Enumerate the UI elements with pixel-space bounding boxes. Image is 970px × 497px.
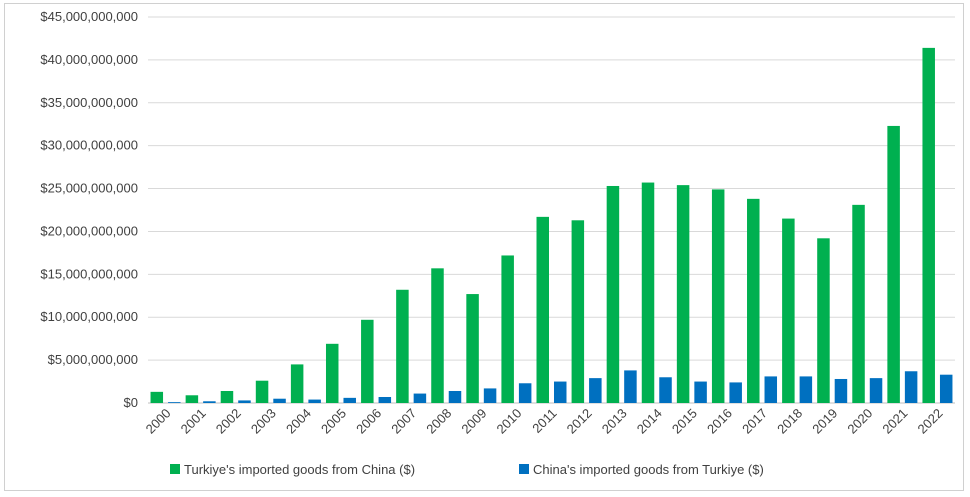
y-tick-label: $0 <box>124 395 138 410</box>
bar-china-imports-2013 <box>624 370 637 403</box>
bar-china-imports-2000 <box>168 402 181 403</box>
bar-turkiye-imports-2007 <box>396 289 409 403</box>
y-tick-label: $25,000,000,000 <box>40 181 138 196</box>
bar-china-imports-2016 <box>729 382 742 403</box>
bar-china-imports-2006 <box>378 396 392 403</box>
bar-china-imports-2001 <box>203 401 216 403</box>
bar-turkiye-imports-2013 <box>606 185 620 403</box>
y-tick-label: $10,000,000,000 <box>40 309 138 324</box>
bar-china-imports-2020 <box>869 378 883 403</box>
bar-turkiye-imports-2002 <box>220 390 234 403</box>
x-tick-label: 2022 <box>915 406 946 437</box>
bar-turkiye-imports-2016 <box>711 189 725 403</box>
bar-turkiye-imports-2000 <box>150 391 164 403</box>
y-tick-label: $5,000,000,000 <box>48 352 138 367</box>
bar-turkiye-imports-2006 <box>361 319 374 403</box>
x-tick-label: 2001 <box>178 406 209 437</box>
bar-turkiye-imports-2015 <box>676 185 690 403</box>
bar-turkiye-imports-2014 <box>641 182 655 403</box>
x-axis-tick-labels: 2000 2001 2002 2003 2004 2005 2006 2007 2008 2009… <box>143 406 946 437</box>
x-tick-label: 2010 <box>493 406 524 437</box>
y-axis-tick-labels: $0 $5,000,000,000 $10,000,000,000 $15,000,0… <box>40 9 138 410</box>
y-tick-label: $15,000,000,000 <box>40 266 138 281</box>
bar-turkiye-imports-2001 <box>185 395 199 403</box>
bar-china-imports-2014 <box>659 377 672 403</box>
bar-china-imports-2018 <box>799 376 813 403</box>
bar-china-imports-2010 <box>518 383 532 403</box>
bar-china-imports-2003 <box>273 398 286 403</box>
bar-china-imports-2015 <box>694 381 707 403</box>
x-tick-label: 2019 <box>809 406 840 437</box>
x-tick-label: 2018 <box>774 406 805 437</box>
bar-china-imports-2021 <box>904 371 918 403</box>
bar-china-imports-2007 <box>413 393 427 403</box>
x-tick-label: 2011 <box>529 406 559 436</box>
x-tick-label: 2014 <box>634 406 665 437</box>
x-tick-label: 2013 <box>599 406 630 437</box>
x-tick-label: 2009 <box>458 406 489 437</box>
x-tick-label: 2020 <box>844 406 875 437</box>
y-tick-label: $40,000,000,000 <box>40 52 138 67</box>
x-tick-label: 2012 <box>564 406 595 437</box>
legend-label: Turkiye's imported goods from China ($) <box>184 462 415 477</box>
bar-turkiye-imports-2003 <box>255 380 269 403</box>
bar-turkiye-imports-2008 <box>431 268 444 403</box>
bar-turkiye-imports-2022 <box>922 47 935 403</box>
bar-turkiye-imports-2017 <box>747 198 760 403</box>
bar-china-imports-2005 <box>343 397 356 403</box>
bar-turkiye-imports-2005 <box>325 343 339 403</box>
bar-china-imports-2022 <box>939 374 953 403</box>
legend-swatch <box>170 464 180 474</box>
legend-label: China's imported goods from Turkiye ($) <box>533 462 764 477</box>
x-tick-label: 2008 <box>423 406 454 437</box>
x-tick-label: 2006 <box>353 406 384 437</box>
bar-china-imports-2008 <box>448 390 462 403</box>
x-tick-label: 2017 <box>739 406 770 437</box>
x-tick-label: 2016 <box>704 406 735 437</box>
bars <box>150 47 953 403</box>
x-tick-label: 2002 <box>213 406 244 437</box>
bar-china-imports-2009 <box>483 388 497 403</box>
bar-turkiye-imports-2004 <box>290 364 304 403</box>
bar-china-imports-2004 <box>308 399 321 403</box>
y-tick-label: $30,000,000,000 <box>40 138 138 153</box>
bar-turkiye-imports-2018 <box>782 218 795 403</box>
bar-turkiye-imports-2020 <box>852 204 865 403</box>
x-tick-label: 2015 <box>669 406 700 437</box>
bar-china-imports-2017 <box>764 376 778 403</box>
bar-turkiye-imports-2011 <box>536 216 549 403</box>
gridlines <box>148 16 955 404</box>
bar-turkiye-imports-2009 <box>466 294 479 403</box>
bar-turkiye-imports-2012 <box>571 220 585 403</box>
x-tick-label: 2000 <box>143 406 174 437</box>
chart-frame <box>4 3 964 491</box>
bar-china-imports-2012 <box>589 378 602 403</box>
x-tick-label: 2004 <box>283 406 314 437</box>
x-tick-label: 2003 <box>248 406 279 437</box>
x-tick-label: 2021 <box>879 406 910 437</box>
y-tick-label: $35,000,000,000 <box>40 95 138 110</box>
x-tick-label: 2007 <box>388 406 419 437</box>
bar-china-imports-2011 <box>554 381 567 403</box>
bar-turkiye-imports-2010 <box>501 255 514 403</box>
legend-swatch <box>519 464 529 474</box>
legend: Turkiye's imported goods from China ($) C… <box>170 462 764 477</box>
y-tick-label: $45,000,000,000 <box>40 9 138 24</box>
bar-china-imports-2019 <box>834 378 848 403</box>
bar-turkiye-imports-2021 <box>887 125 900 403</box>
x-tick-label: 2005 <box>318 406 349 437</box>
y-tick-label: $20,000,000,000 <box>40 223 138 238</box>
bar-china-imports-2002 <box>238 400 251 403</box>
bar-turkiye-imports-2019 <box>817 238 830 403</box>
